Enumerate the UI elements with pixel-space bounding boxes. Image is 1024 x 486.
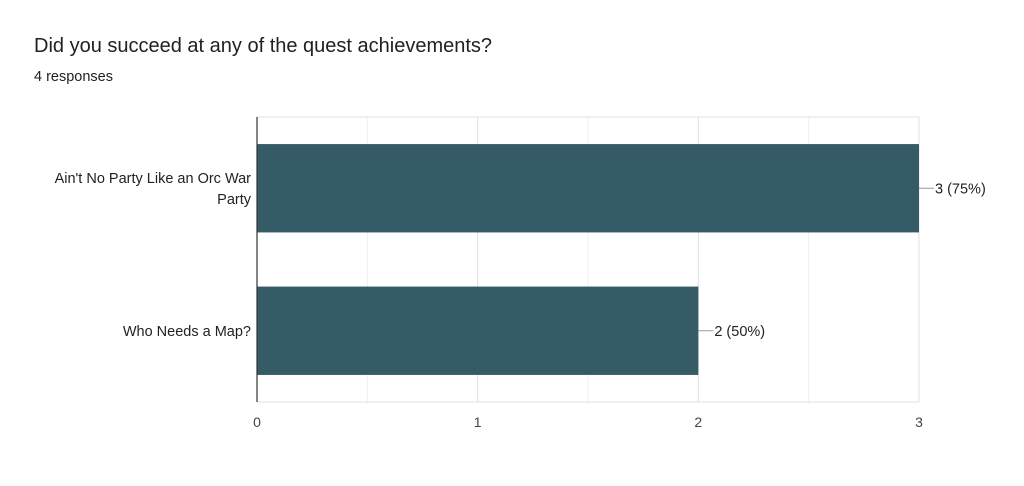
data-label: 3 (75%) (935, 181, 986, 197)
category-label-line: Party (217, 192, 252, 208)
category-label: Who Needs a Map? (123, 324, 251, 340)
x-tick-label: 3 (915, 414, 923, 430)
bar (257, 286, 699, 375)
chart-title: Did you succeed at any of the quest achi… (34, 35, 493, 57)
bars (257, 144, 919, 375)
category-label-line: Ain't No Party Like an Orc War (55, 171, 252, 187)
category-label: Ain't No Party Like an Orc War Party (55, 171, 252, 208)
response-count: 4 responses (34, 69, 113, 85)
x-tick-label: 2 (694, 414, 702, 430)
x-tick-label: 0 (253, 414, 261, 430)
data-label: 2 (50%) (714, 324, 765, 340)
category-label-line: Who Needs a Map? (123, 324, 251, 340)
bar (257, 144, 919, 233)
labels: 0 1 2 3 Ain't No Party Like an Orc War Party 3… (55, 171, 986, 430)
x-tick-label: 1 (474, 414, 482, 430)
